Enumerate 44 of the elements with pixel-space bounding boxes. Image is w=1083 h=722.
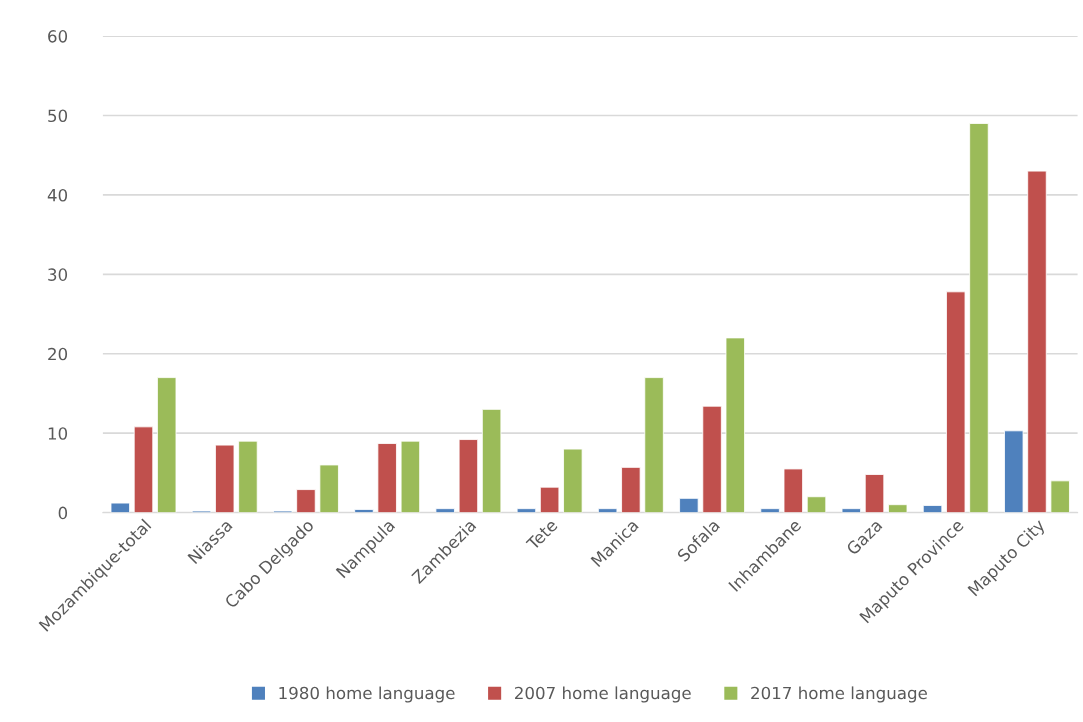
bar [946, 291, 966, 513]
y-tick-label: 10 [48, 427, 68, 440]
bar [679, 497, 699, 513]
bar [400, 440, 421, 513]
bar [806, 496, 827, 513]
legend-label: 2007 home language [515, 686, 691, 703]
bar [110, 502, 130, 513]
y-tick-label: 50 [48, 109, 68, 123]
y-tick-label: 60 [48, 30, 68, 43]
bar [516, 508, 537, 513]
bar [783, 468, 803, 513]
bar [157, 377, 177, 513]
bar [539, 486, 560, 513]
bar [435, 508, 455, 513]
bar [841, 508, 862, 513]
bar [597, 508, 618, 513]
bar [888, 504, 908, 513]
x-tick-label: Tete [525, 518, 559, 551]
bar [563, 448, 583, 513]
y-tick-label: 40 [47, 188, 68, 202]
y-tick-label: 20 [48, 347, 68, 361]
bar [319, 464, 339, 513]
bar [215, 444, 235, 513]
legend-label: 1980 home language [279, 686, 455, 703]
bar [864, 474, 885, 513]
bar [238, 440, 258, 513]
bar [1027, 170, 1047, 513]
bar [133, 426, 154, 513]
legend-label: 2017 home language [751, 686, 927, 703]
bar [1050, 480, 1070, 513]
bar [377, 443, 397, 513]
bar [644, 377, 664, 513]
bar [621, 466, 641, 513]
y-tick-label: 30 [48, 268, 68, 281]
bar [458, 439, 479, 513]
bar [1004, 430, 1024, 513]
bar [725, 337, 745, 513]
bar [922, 505, 943, 513]
bar [760, 508, 780, 513]
bar [969, 123, 989, 513]
bar [481, 408, 502, 513]
bar [702, 405, 722, 513]
bar [296, 489, 316, 513]
y-tick-label: 0 [58, 506, 68, 520]
